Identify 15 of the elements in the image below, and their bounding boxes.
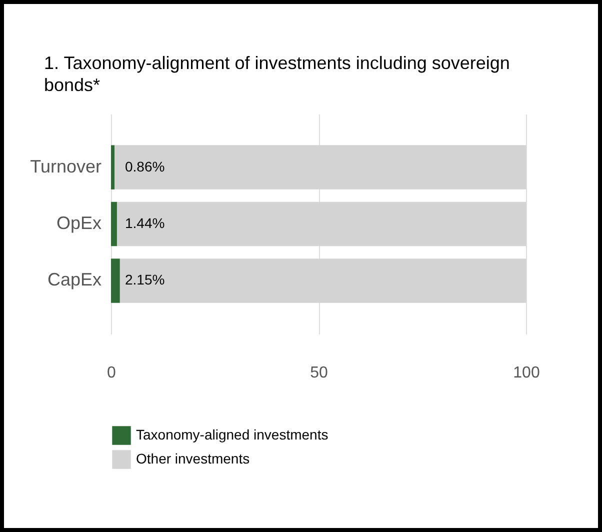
x-tick-label: 100 <box>513 364 540 382</box>
y-tick-label: OpEx <box>56 213 102 233</box>
chart-title: 1. Taxonomy-alignment of investments including sovereign bonds* <box>44 52 511 96</box>
x-tick-label: 50 <box>310 364 328 382</box>
legend-label: Other investments <box>136 450 250 466</box>
data-label: 1.44% <box>125 215 165 231</box>
y-tick-label: Turnover <box>30 156 102 176</box>
data-label: 2.15% <box>125 272 165 288</box>
bar <box>111 202 117 246</box>
bar <box>111 145 115 190</box>
data-label: 0.86% <box>125 158 165 174</box>
y-tick-label: CapEx <box>47 270 102 290</box>
x-tick-label: 0 <box>107 364 116 382</box>
legend-label: Taxonomy-aligned investments <box>136 426 328 442</box>
bar <box>111 258 120 303</box>
